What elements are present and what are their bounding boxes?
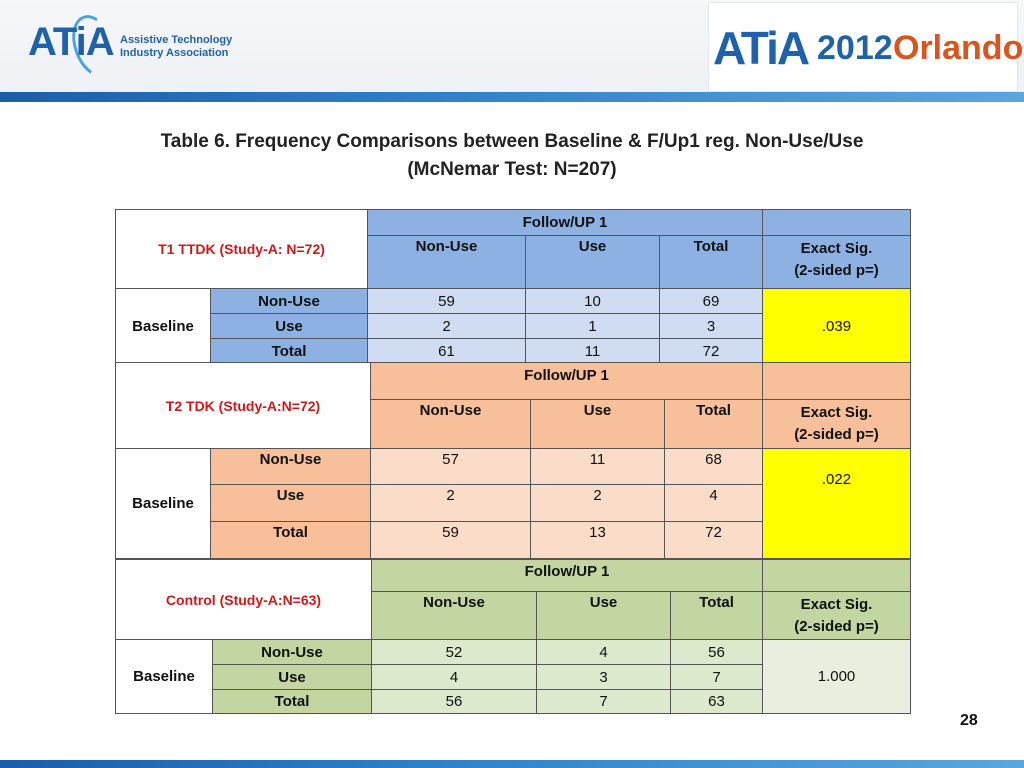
row-label-nonuse: Non-Use	[211, 639, 373, 665]
col-header-exact-sig: Exact Sig. (2-sided p=)	[762, 235, 911, 289]
row-label-total: Total	[211, 689, 373, 714]
cell: 56	[670, 639, 764, 665]
title-line2: (McNemar Test: N=207)	[407, 159, 617, 180]
cell: 63	[670, 689, 764, 714]
row-label-use: Use	[210, 313, 368, 339]
p-value: 1.000	[762, 639, 912, 714]
logo-right-mark: ATiA	[713, 22, 810, 74]
cell: 59	[367, 288, 526, 314]
cell: 57	[370, 448, 531, 485]
col-header-exact-sig: Exact Sig. (2-sided p=)	[762, 591, 912, 640]
cell: 3	[659, 313, 763, 339]
cell: 11	[530, 448, 665, 485]
col-header-use: Use	[530, 399, 665, 449]
cell: 7	[536, 689, 672, 714]
p-value: .039	[762, 288, 911, 364]
row-label-use: Use	[210, 484, 371, 522]
cell: 13	[530, 521, 665, 559]
col-header-nonuse: Non-Use	[367, 235, 526, 289]
col-header-total: Total	[659, 235, 763, 289]
cell: 4	[371, 664, 538, 690]
cell: 7	[670, 664, 764, 690]
row-label-use: Use	[211, 664, 373, 690]
atia-2012-orlando-logo: ATiA 2012 Orlando	[708, 2, 1023, 92]
sig-line2: (2-sided p=)	[794, 426, 879, 443]
sig-header-spacer	[762, 209, 911, 236]
title-line1: Table 6. Frequency Comparisons between B…	[160, 131, 864, 152]
logo-right-year: 2012	[817, 29, 893, 67]
follow-up-header: Follow/UP 1	[367, 209, 763, 236]
sig-header-spacer	[762, 362, 911, 400]
cell: 69	[659, 288, 763, 314]
logo-subtitle-line2: Industry Association	[120, 47, 229, 59]
sig-line1: Exact Sig.	[800, 404, 873, 421]
col-header-nonuse: Non-Use	[370, 399, 531, 449]
cell: 10	[525, 288, 660, 314]
baseline-label: Baseline	[115, 639, 213, 714]
table-block-control: Control (Study-A:N=63) Follow/UP 1 Non-U…	[114, 559, 912, 714]
row-label-nonuse: Non-Use	[210, 448, 371, 485]
cell: 61	[367, 338, 526, 364]
row-label-nonuse: Non-Use	[210, 288, 368, 314]
cell: 4	[536, 639, 672, 665]
follow-up-header: Follow/UP 1	[371, 559, 764, 592]
cell: 4	[664, 484, 763, 522]
col-header-use: Use	[525, 235, 660, 289]
col-header-exact-sig: Exact Sig. (2-sided p=)	[762, 399, 911, 449]
cell: 2	[530, 484, 665, 522]
cell: 52	[371, 639, 538, 665]
study-label: Control (Study-A:N=63)	[114, 559, 373, 640]
sig-line2: (2-sided p=)	[794, 618, 879, 635]
table-block-t2-tdk: T2 TDK (Study-A:N=72) Follow/UP 1 Non-Us…	[115, 362, 911, 559]
study-label: T1 TTDK (Study-A: N=72)	[115, 209, 368, 289]
cell: 72	[659, 338, 763, 364]
table-block-t1-ttdk: T1 TTDK (Study-A: N=72) Follow/UP 1 Non-…	[115, 209, 911, 364]
cell: 72	[664, 521, 763, 559]
logo-mark: ATiA	[28, 20, 115, 64]
cell: 2	[370, 484, 531, 522]
slide-title: Table 6. Frequency Comparisons between B…	[60, 128, 964, 184]
cell: 68	[664, 448, 763, 485]
header-rule	[0, 92, 1024, 102]
col-header-total: Total	[664, 399, 763, 449]
row-label-total: Total	[210, 521, 371, 559]
cell: 3	[536, 664, 672, 690]
row-label-total: Total	[210, 338, 368, 364]
baseline-label: Baseline	[115, 288, 211, 364]
footer-rule	[0, 760, 1024, 768]
cell: 1	[525, 313, 660, 339]
logo-subtitle: Assistive Technology Industry Associatio…	[120, 34, 232, 60]
col-header-use: Use	[536, 591, 672, 640]
sig-line2: (2-sided p=)	[794, 262, 879, 279]
sig-line1: Exact Sig.	[800, 240, 873, 257]
sig-line1: Exact Sig.	[800, 596, 873, 613]
baseline-label: Baseline	[115, 448, 211, 559]
cell: 11	[525, 338, 660, 364]
sig-header-spacer	[762, 559, 912, 592]
logo-subtitle-line1: Assistive Technology	[120, 34, 233, 46]
cell: 59	[370, 521, 531, 559]
study-label: T2 TDK (Study-A:N=72)	[115, 362, 371, 449]
cell: 2	[367, 313, 526, 339]
cell: 56	[371, 689, 538, 714]
col-header-total: Total	[670, 591, 764, 640]
page-number: 28	[960, 712, 978, 729]
col-header-nonuse: Non-Use	[371, 591, 538, 640]
follow-up-header: Follow/UP 1	[370, 362, 763, 400]
p-value: .022	[762, 448, 911, 559]
atia-logo-left: ATiA Assistive Technology Industry Assoc…	[28, 9, 258, 83]
logo-right-city: Orlando	[893, 29, 1024, 67]
